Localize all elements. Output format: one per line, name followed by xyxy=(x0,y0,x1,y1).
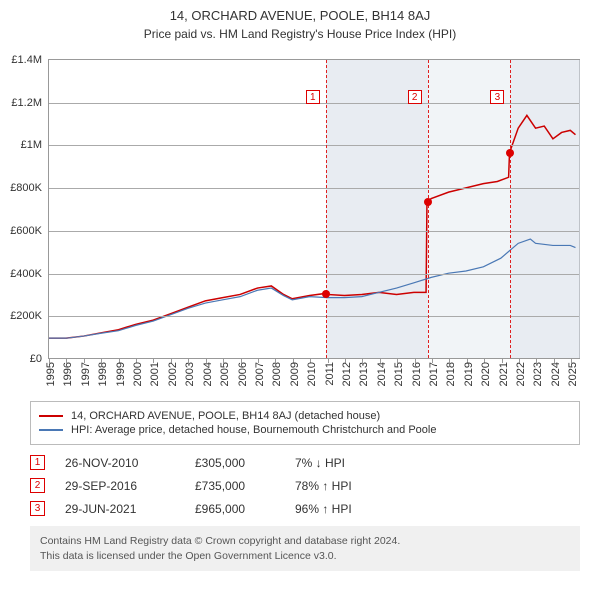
x-axis-label: 1998 xyxy=(97,362,109,386)
sale-hpi-delta: 96% ↑ HPI xyxy=(295,502,580,516)
x-axis-label: 2005 xyxy=(219,362,231,386)
sale-marker-box: 2 xyxy=(408,90,422,104)
x-axis-label: 1997 xyxy=(80,362,92,386)
x-axis-label: 2012 xyxy=(341,362,353,386)
legend: 14, ORCHARD AVENUE, POOLE, BH14 8AJ (det… xyxy=(30,401,580,445)
sale-date: 29-JUN-2021 xyxy=(65,502,195,516)
x-axis-label: 2009 xyxy=(289,362,301,386)
x-axis-label: 2015 xyxy=(393,362,405,386)
series-line-hpi xyxy=(49,239,575,338)
x-axis-label: 2002 xyxy=(167,362,179,386)
y-axis-label: £600K xyxy=(10,225,42,237)
x-axis-label: 2025 xyxy=(567,362,579,386)
sale-vline xyxy=(428,60,429,358)
sale-marker-box: 3 xyxy=(490,90,504,104)
sale-row: 2 29-SEP-2016£735,00078% ↑ HPI xyxy=(30,478,580,493)
sale-row: 3 29-JUN-2021£965,00096% ↑ HPI xyxy=(30,501,580,516)
sale-dot xyxy=(506,149,514,157)
y-axis-label: £800K xyxy=(10,182,42,194)
page-title: 14, ORCHARD AVENUE, POOLE, BH14 8AJ xyxy=(0,8,600,23)
x-axis-label: 2013 xyxy=(358,362,370,386)
chart-lines xyxy=(49,60,579,358)
sale-dot xyxy=(424,198,432,206)
x-axis-label: 2011 xyxy=(324,362,336,386)
legend-item: 14, ORCHARD AVENUE, POOLE, BH14 8AJ (det… xyxy=(39,410,571,422)
sales-table: 1 26-NOV-2010£305,0007% ↓ HPI 2 29-SEP-2016… xyxy=(30,455,580,516)
x-axis-label: 2021 xyxy=(498,362,510,386)
y-axis-label: £1.2M xyxy=(11,97,42,109)
x-axis-label: 2017 xyxy=(428,362,440,386)
x-axis-label: 2014 xyxy=(376,362,388,386)
legend-swatch xyxy=(39,415,63,417)
y-axis-label: £1M xyxy=(21,139,42,151)
sale-price: £735,000 xyxy=(195,479,295,493)
y-axis-label: £1.4M xyxy=(11,54,42,66)
x-axis-label: 2020 xyxy=(480,362,492,386)
footer-attribution: Contains HM Land Registry data © Crown c… xyxy=(30,526,580,571)
series-line-property xyxy=(49,115,575,338)
y-axis-label: £400K xyxy=(10,268,42,280)
x-axis-label: 1996 xyxy=(62,362,74,386)
y-axis-label: £200K xyxy=(10,310,42,322)
x-axis-label: 1995 xyxy=(45,362,57,386)
chart-container: 14, ORCHARD AVENUE, POOLE, BH14 8AJ Pric… xyxy=(0,8,600,598)
x-axis-label: 2004 xyxy=(202,362,214,386)
legend-swatch xyxy=(39,429,63,431)
legend-label: 14, ORCHARD AVENUE, POOLE, BH14 8AJ (det… xyxy=(71,410,380,422)
chart-area: 1995199619971998199920002001200220032004… xyxy=(48,59,580,359)
x-axis-label: 2001 xyxy=(149,362,161,386)
x-axis-label: 2000 xyxy=(132,362,144,386)
sale-row-marker: 3 xyxy=(30,501,45,516)
x-axis-label: 2010 xyxy=(306,362,318,386)
sale-dot xyxy=(322,290,330,298)
sale-hpi-delta: 7% ↓ HPI xyxy=(295,456,580,470)
x-axis-label: 2023 xyxy=(532,362,544,386)
x-axis-label: 2019 xyxy=(463,362,475,386)
y-axis-label: £0 xyxy=(30,353,42,365)
x-axis-label: 2008 xyxy=(271,362,283,386)
x-axis-label: 2022 xyxy=(515,362,527,386)
x-axis-label: 1999 xyxy=(115,362,127,386)
page-subtitle: Price paid vs. HM Land Registry's House … xyxy=(0,27,600,41)
sale-row-marker: 2 xyxy=(30,478,45,493)
footer-line: Contains HM Land Registry data © Crown c… xyxy=(40,534,570,549)
x-axis-label: 2016 xyxy=(411,362,423,386)
x-axis-label: 2006 xyxy=(237,362,249,386)
legend-label: HPI: Average price, detached house, Bour… xyxy=(71,424,436,436)
footer-line: This data is licensed under the Open Gov… xyxy=(40,549,570,564)
sale-date: 29-SEP-2016 xyxy=(65,479,195,493)
legend-item: HPI: Average price, detached house, Bour… xyxy=(39,424,571,436)
sale-price: £965,000 xyxy=(195,502,295,516)
x-axis-label: 2018 xyxy=(445,362,457,386)
sale-vline xyxy=(326,60,327,358)
x-axis-label: 2003 xyxy=(184,362,196,386)
sale-price: £305,000 xyxy=(195,456,295,470)
sale-row-marker: 1 xyxy=(30,455,45,470)
x-axis-label: 2007 xyxy=(254,362,266,386)
sale-marker-box: 1 xyxy=(306,90,320,104)
sale-date: 26-NOV-2010 xyxy=(65,456,195,470)
x-axis-label: 2024 xyxy=(550,362,562,386)
sale-vline xyxy=(510,60,511,358)
plot-area: 1995199619971998199920002001200220032004… xyxy=(48,60,579,359)
sale-hpi-delta: 78% ↑ HPI xyxy=(295,479,580,493)
sale-row: 1 26-NOV-2010£305,0007% ↓ HPI xyxy=(30,455,580,470)
